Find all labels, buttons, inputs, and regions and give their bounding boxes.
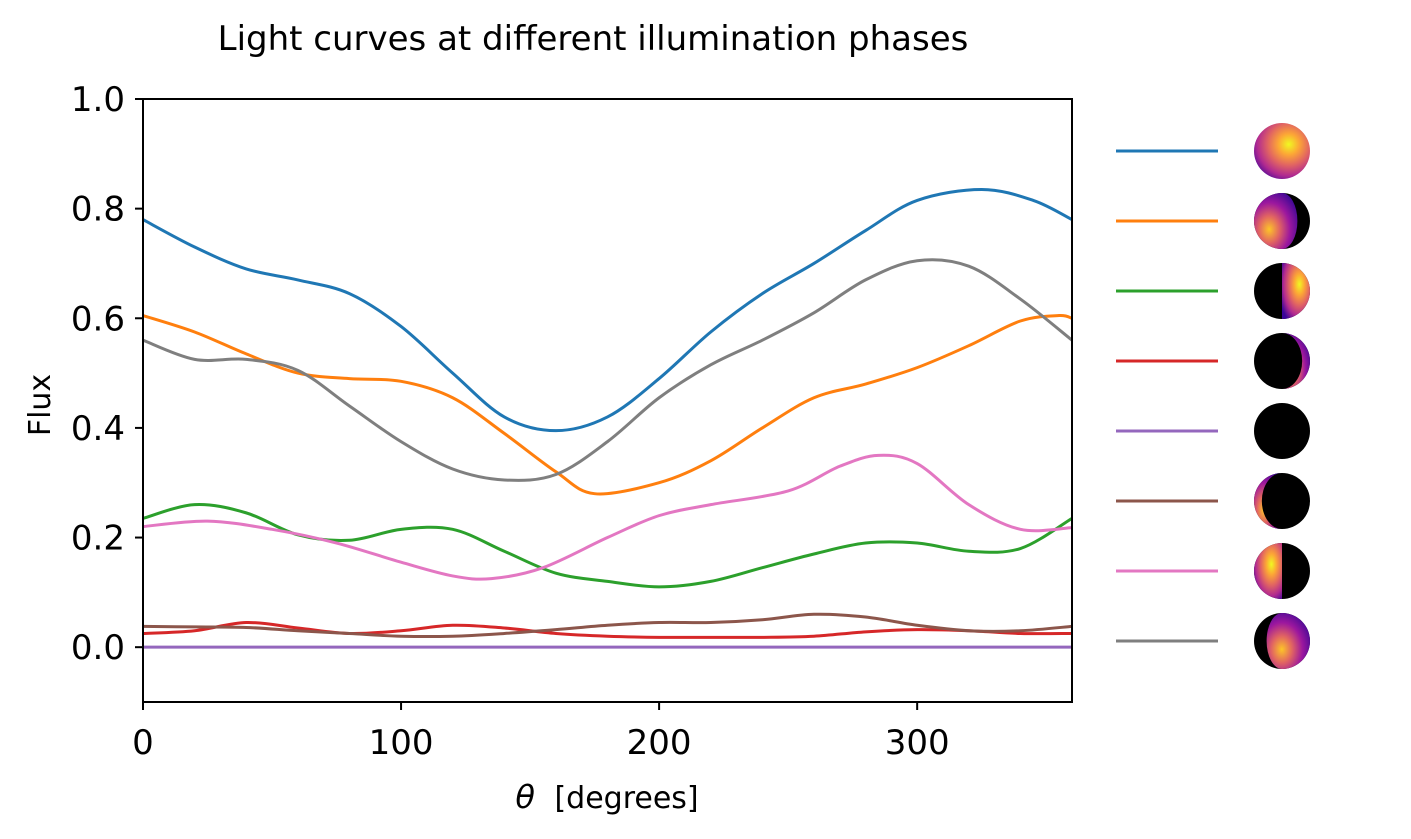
x-axis: 0 100 200 300 [132,702,950,763]
series-line-7 [143,453,1072,581]
series-layer [143,187,1072,649]
crescent-lit-left-icon [1254,473,1310,529]
y-tick-label: 0.6 [71,299,125,339]
series-line-3 [143,503,1072,589]
fully-lit-disk-icon [1254,123,1310,179]
gibbous-lit-right-icon [1254,613,1310,669]
series-line-2 [143,313,1072,496]
series-line-1 [143,187,1072,433]
series-line-6 [143,612,1072,639]
series-line-4 [143,621,1072,639]
chart-title: Light curves at different illumination p… [218,19,969,59]
dark-disk-icon [1254,403,1310,459]
gibbous-lit-left-icon [1254,193,1310,249]
plot-frame [142,98,1073,703]
y-tick-label: 0.2 [71,519,125,559]
half-lit-left-icon [1254,543,1310,599]
x-axis-symbol: θ [515,778,535,816]
y-axis: 0.0 0.2 0.4 0.6 0.8 1.0 [71,80,143,668]
x-axis-title: θ [degrees] [515,778,698,816]
x-axis-unit: [degrees] [554,781,698,816]
x-tick-label: 100 [369,723,434,763]
half-lit-right-icon [1254,263,1310,319]
x-tick-label: 0 [132,723,154,763]
x-tick-label: 200 [627,723,692,763]
x-tick-label: 300 [885,723,950,763]
y-tick-label: 0.8 [71,190,125,230]
series-line-8 [143,258,1072,482]
y-axis-title: Flux [23,374,58,436]
legend [1116,123,1310,669]
crescent-lit-right-icon [1254,333,1310,389]
plot-area [142,98,1073,703]
y-tick-label: 1.0 [71,80,125,120]
y-tick-label: 0.4 [71,409,125,449]
y-tick-label: 0.0 [71,628,125,668]
